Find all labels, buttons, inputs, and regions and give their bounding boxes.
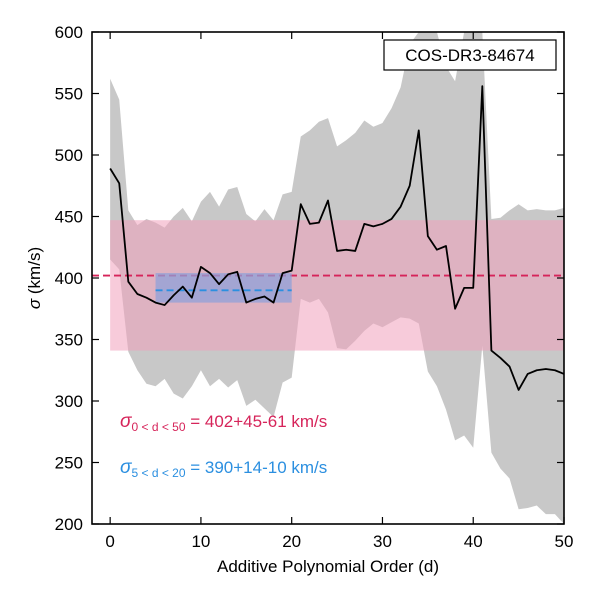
band-label-pink-text: = 402+45-61 km/s bbox=[186, 412, 328, 431]
band-label-blue: σ5 < d < 20 = 390+14-10 km/s bbox=[120, 457, 327, 480]
sigma-series-line bbox=[109, 85, 565, 391]
id-label-box: COS-DR3-84674 bbox=[383, 39, 557, 71]
y-tick-label: 300 bbox=[55, 392, 83, 411]
y-tick-label: 550 bbox=[55, 85, 83, 104]
band-label-blue-subscript: 5 < d < 20 bbox=[131, 466, 185, 480]
y-tick-label: 200 bbox=[55, 515, 83, 534]
x-tick-label: 40 bbox=[464, 532, 483, 551]
band-label-blue-text: = 390+14-10 km/s bbox=[186, 458, 328, 477]
band-label-pink: σ0 < d < 50 = 402+45-61 km/s bbox=[120, 411, 327, 434]
y-tick-label: 450 bbox=[55, 208, 83, 227]
band-label-pink-subscript: 0 < d < 50 bbox=[131, 420, 185, 434]
x-tick-label: 50 bbox=[555, 532, 574, 551]
band-blue-range bbox=[155, 273, 292, 303]
x-axis-label: Additive Polynomial Order (d) bbox=[217, 557, 439, 576]
y-tick-label: 600 bbox=[55, 23, 83, 42]
x-tick-label: 30 bbox=[373, 532, 392, 551]
plot-area bbox=[92, 32, 565, 524]
axis-ticks: 0 10 20 30 40 50 200 250 300 350 400 450 500 550 600 bbox=[55, 23, 574, 551]
y-tick-label: 500 bbox=[55, 146, 83, 165]
y-tick-label: 400 bbox=[55, 269, 83, 288]
y-axis-label-symbol: σ bbox=[25, 298, 44, 309]
x-tick-label: 0 bbox=[105, 532, 114, 551]
y-tick-label: 350 bbox=[55, 331, 83, 350]
band-label-blue-symbol: σ bbox=[120, 457, 133, 478]
y-tick-label: 250 bbox=[55, 454, 83, 473]
x-tick-label: 20 bbox=[282, 532, 301, 551]
band-label-pink-symbol: σ bbox=[120, 411, 133, 432]
id-label: COS-DR3-84674 bbox=[405, 46, 534, 65]
x-tick-label: 10 bbox=[191, 532, 210, 551]
y-axis-label-unit: (km/s) bbox=[25, 247, 44, 299]
y-axis-label: σ (km/s) bbox=[25, 247, 44, 309]
